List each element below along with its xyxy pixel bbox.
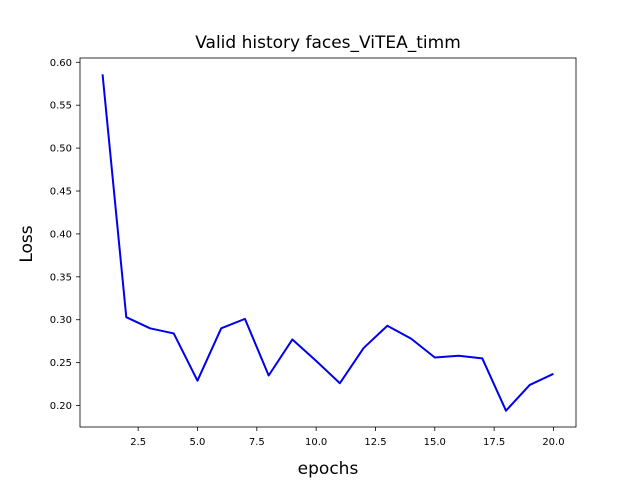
y-tick-label: 0.55 — [50, 101, 72, 112]
plot-area: 2.5 5.0 7.5 10.0 12.5 15.0 17.5 20.0 0.20 0.25 0.3… — [50, 57, 577, 448]
x-tick-label: 15.0 — [424, 437, 446, 448]
y-tick-label: 0.60 — [50, 58, 72, 69]
x-tick-label: 17.5 — [483, 437, 505, 448]
x-tick-label: 7.5 — [249, 437, 265, 448]
y-tick-label: 0.25 — [50, 358, 72, 369]
x-tick-label: 10.0 — [305, 437, 327, 448]
x-axis-label: epochs — [298, 459, 359, 479]
axes-frame — [79, 57, 577, 428]
chart-title: Valid history faces_ViTEA_timm — [195, 33, 461, 53]
y-tick-label: 0.20 — [50, 401, 72, 412]
y-tick-label: 0.45 — [50, 187, 72, 198]
y-tick-label: 0.30 — [50, 315, 72, 326]
y-axis-label: Loss — [17, 225, 37, 262]
series-line-0 — [101, 74, 554, 412]
y-tick-label: 0.50 — [50, 144, 72, 155]
y-tick-label: 0.40 — [50, 229, 72, 240]
x-tick-label: 12.5 — [364, 437, 386, 448]
y-tick-label: 0.35 — [50, 272, 72, 283]
x-tick-label: 2.5 — [130, 437, 146, 448]
x-tick-label: 20.0 — [542, 437, 564, 448]
x-tick-label: 5.0 — [190, 437, 206, 448]
